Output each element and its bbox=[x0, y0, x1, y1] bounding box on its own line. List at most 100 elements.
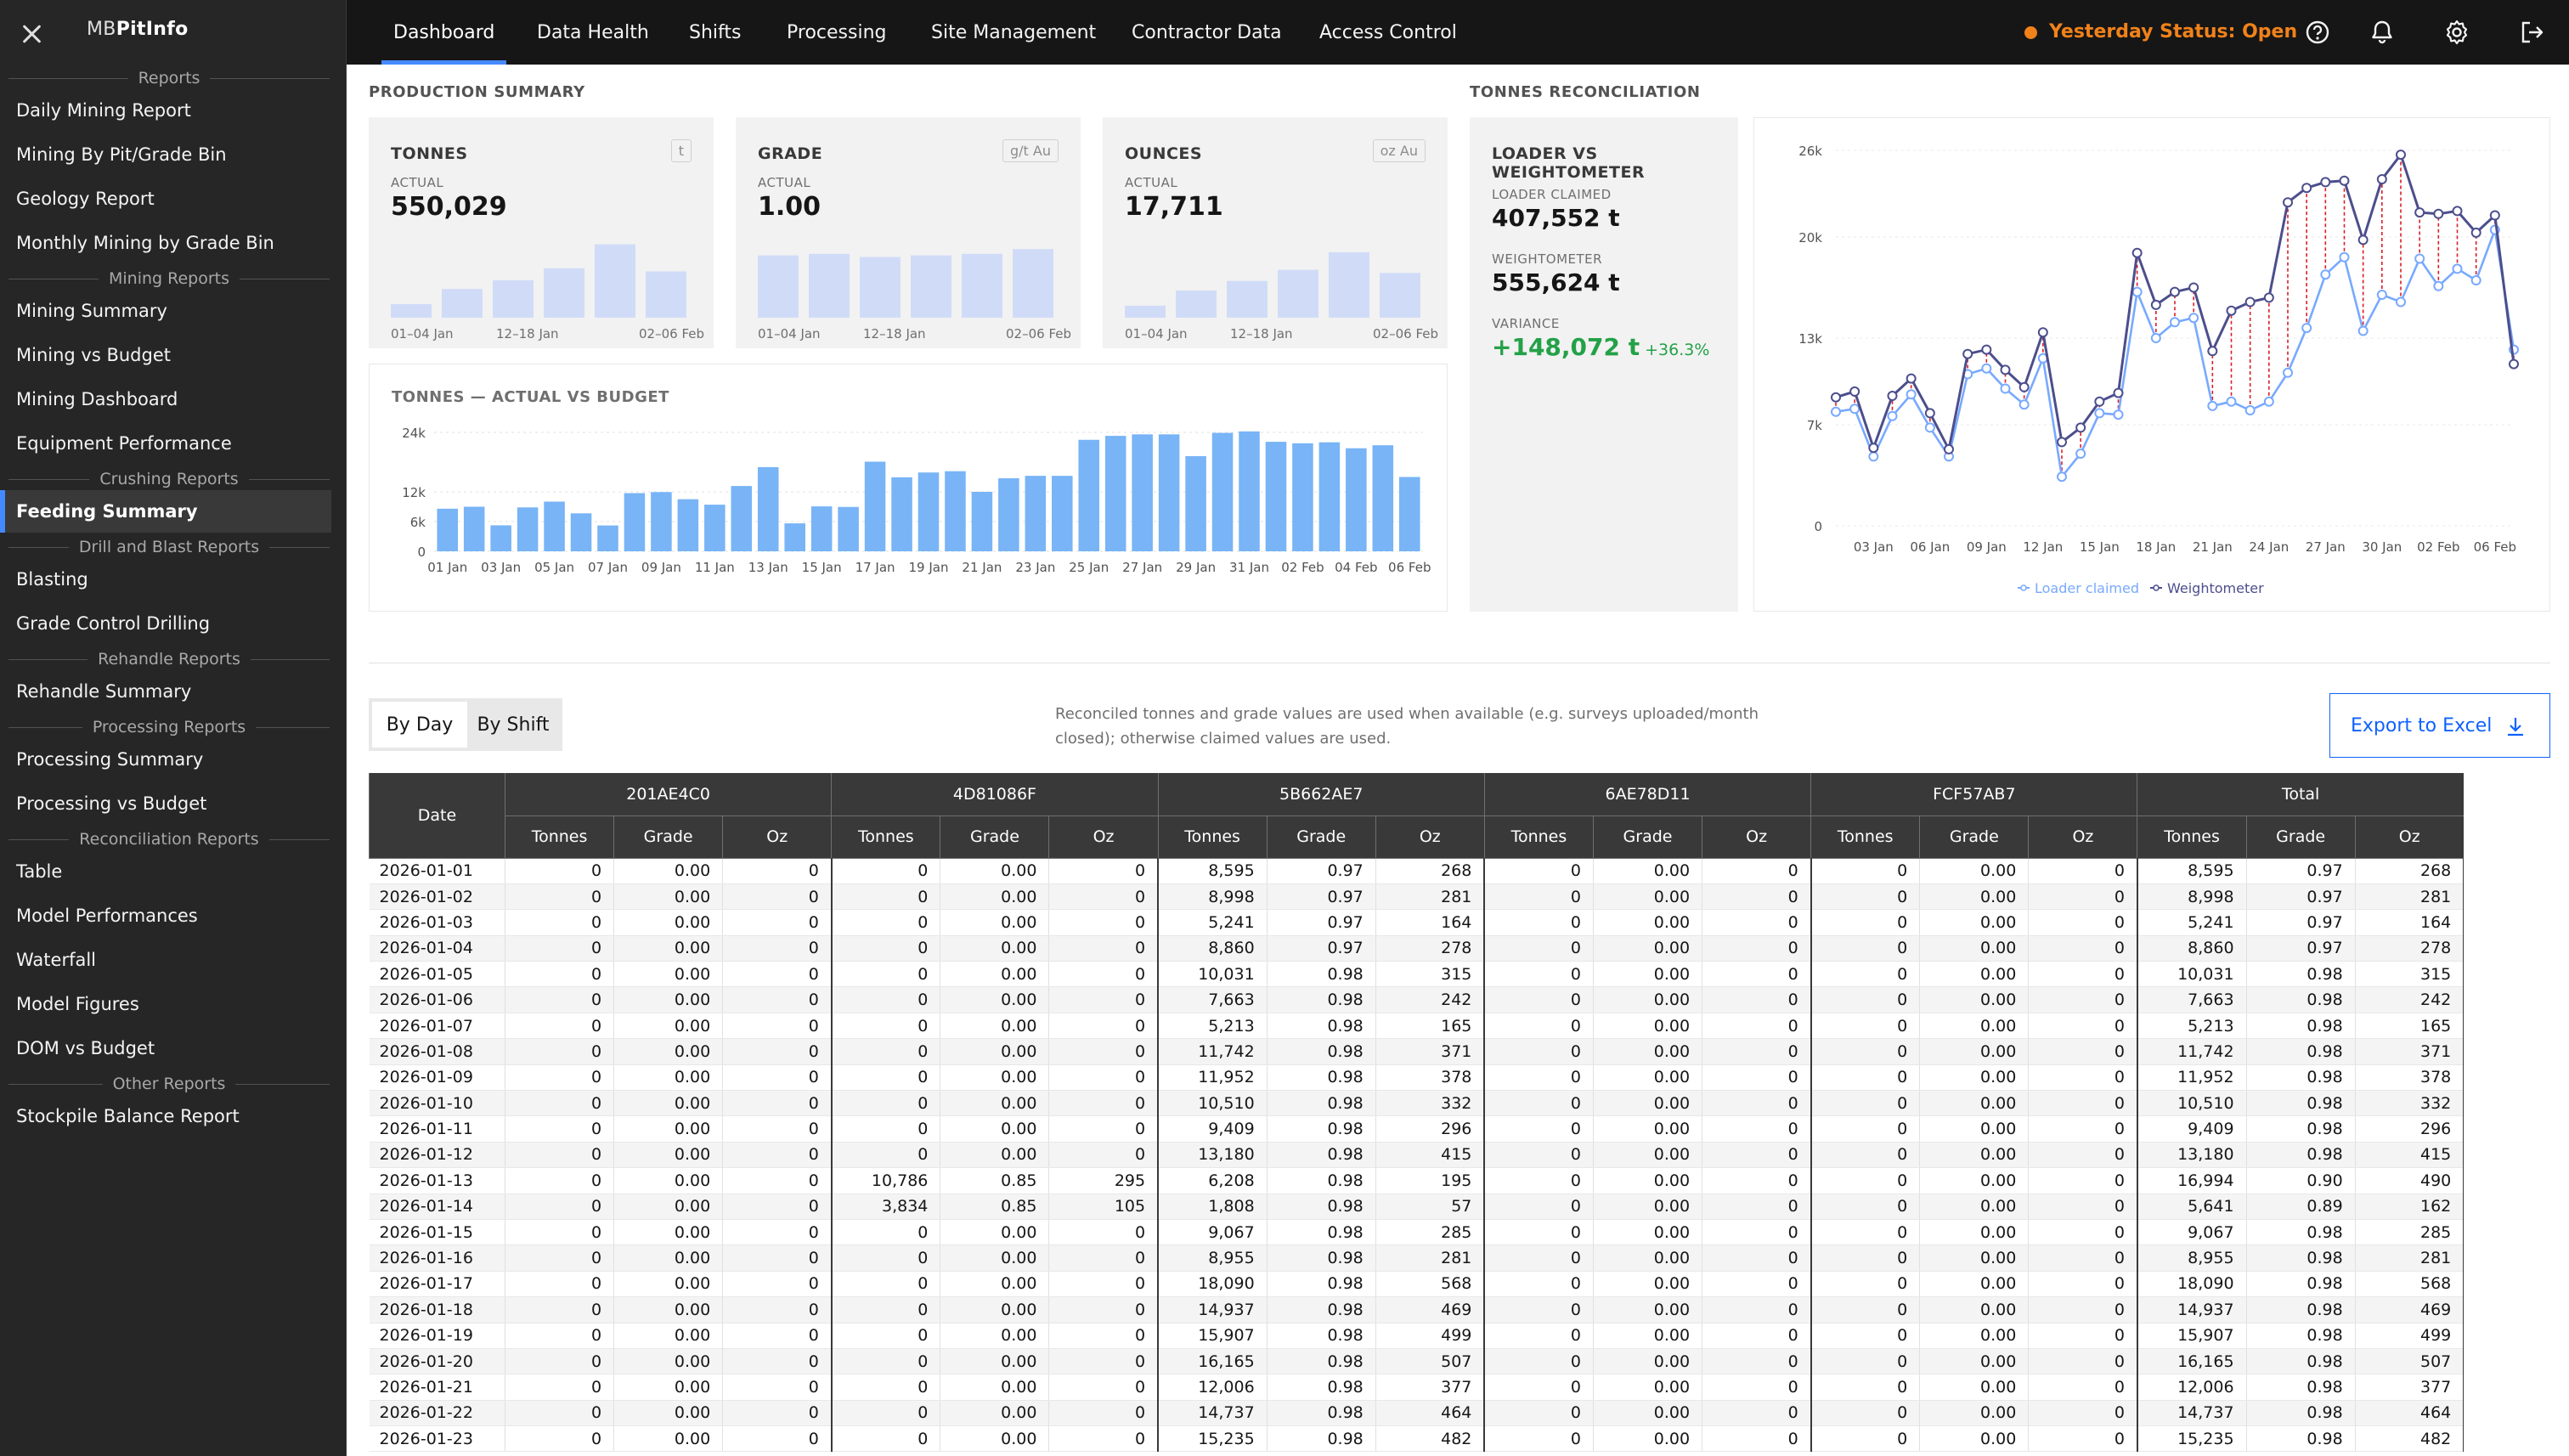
sidebar-section-heading: Reconciliation Reports bbox=[8, 827, 330, 851]
settings-gear-icon[interactable] bbox=[2442, 17, 2472, 48]
value-cell: 0 bbox=[1810, 1115, 1921, 1143]
value-cell: 0 bbox=[2028, 1323, 2138, 1349]
value-cell: 268 bbox=[1375, 858, 1486, 884]
value-cell: 0 bbox=[1048, 1400, 1160, 1427]
by-day-tab[interactable]: By Day bbox=[372, 702, 467, 748]
value-cell: 0 bbox=[722, 1167, 833, 1194]
kpi-axis-label: 02–06 Feb bbox=[1373, 326, 1438, 341]
sidebar-item-stockpile-balance-report[interactable]: Stockpile Balance Report bbox=[16, 1106, 240, 1126]
data-point bbox=[2094, 396, 2105, 407]
y-tick-label: 24k bbox=[402, 426, 426, 441]
data-point bbox=[2019, 399, 2030, 410]
feeding-table-container[interactable]: Date 201AE4C0 4D81086F 5B662AE7 6AE78D11 FCF5… bbox=[369, 773, 2464, 1456]
sidebar-item-feeding-summary[interactable]: Feeding Summary bbox=[0, 490, 331, 533]
date-cell: 2026-01-08 bbox=[369, 1038, 505, 1065]
kpi-mini-bar-chart bbox=[758, 249, 1053, 318]
sidebar-item-daily-mining-report[interactable]: Daily Mining Report bbox=[16, 100, 191, 121]
sidebar-item-processing-summary[interactable]: Processing Summary bbox=[16, 749, 204, 770]
value-cell: 0.98 bbox=[1267, 1115, 1376, 1143]
value-cell: 0 bbox=[1483, 1194, 1594, 1220]
sidebar-item-dom-vs-budget[interactable]: DOM vs Budget bbox=[16, 1038, 155, 1058]
sidebar-item-mining-by-pit-grade-bin[interactable]: Mining By Pit/Grade Bin bbox=[16, 144, 227, 165]
value-cell: 0 bbox=[722, 935, 833, 962]
table-row: 2026-01-10 0 0.00 0 0 0.00 0 10,510 0.98 332 0 0.00… bbox=[369, 1090, 2464, 1117]
sidebar-item-model-figures[interactable]: Model Figures bbox=[16, 994, 139, 1014]
tonnes-bar bbox=[1052, 476, 1073, 551]
value-cell: 0 bbox=[1048, 1271, 1160, 1298]
sidebar-item-mining-vs-budget[interactable]: Mining vs Budget bbox=[16, 345, 171, 365]
value-cell: 0 bbox=[722, 1142, 833, 1169]
value-cell: 0 bbox=[722, 1013, 833, 1040]
data-point bbox=[2244, 405, 2256, 415]
value-cell: 12,006 bbox=[2137, 1374, 2247, 1401]
sidebar-item-mining-dashboard[interactable]: Mining Dashboard bbox=[16, 389, 178, 409]
sidebar-item-processing-vs-budget[interactable]: Processing vs Budget bbox=[16, 793, 207, 814]
value-cell: 0.00 bbox=[613, 1296, 724, 1323]
sidebar-item-geology-report[interactable]: Geology Report bbox=[16, 189, 155, 209]
close-sidebar-icon[interactable] bbox=[19, 20, 46, 48]
tab-shifts[interactable]: Shifts bbox=[689, 21, 742, 43]
sidebar-item-monthly-mining-by-grade-bin[interactable]: Monthly Mining by Grade Bin bbox=[16, 233, 274, 253]
value-cell: 162 bbox=[2355, 1194, 2464, 1220]
value-cell: 0 bbox=[504, 1038, 615, 1065]
tonnes-bar bbox=[918, 472, 940, 551]
value-cell: 0 bbox=[1048, 1296, 1160, 1323]
value-cell: 0.00 bbox=[1919, 1348, 2030, 1375]
value-cell: 0.00 bbox=[613, 1167, 724, 1194]
value-cell: 0 bbox=[1702, 1425, 1812, 1453]
value-cell: 499 bbox=[2355, 1323, 2464, 1349]
sidebar-item-grade-control-drilling[interactable]: Grade Control Drilling bbox=[16, 613, 211, 634]
logout-icon[interactable] bbox=[2516, 17, 2547, 48]
data-point bbox=[1831, 406, 1841, 417]
value-cell: 0.00 bbox=[613, 1400, 724, 1427]
value-cell: 0 bbox=[1810, 1271, 1921, 1298]
sidebar-item-model-performances[interactable]: Model Performances bbox=[16, 906, 198, 926]
notification-bell-icon[interactable] bbox=[2367, 17, 2397, 48]
value-cell: 0 bbox=[831, 1013, 941, 1040]
tab-data-health[interactable]: Data Health bbox=[537, 21, 649, 43]
y-tick-label: 7k bbox=[1807, 418, 1823, 433]
sidebar-item-equipment-performance[interactable]: Equipment Performance bbox=[16, 433, 232, 454]
reconciliation-note: Reconciled tonnes and grade values are u… bbox=[1055, 705, 1759, 748]
value-cell: 0 bbox=[504, 1374, 615, 1401]
value-cell: 482 bbox=[2355, 1425, 2464, 1453]
value-cell: 0.00 bbox=[1919, 1400, 2030, 1427]
x-tick-label: 27 Jan bbox=[1122, 560, 1162, 575]
tab-site-management[interactable]: Site Management bbox=[931, 21, 1097, 43]
value-cell: 8,955 bbox=[2137, 1244, 2247, 1272]
value-cell: 10,031 bbox=[2137, 961, 2247, 988]
sidebar-item-waterfall[interactable]: Waterfall bbox=[16, 950, 97, 970]
tab-processing[interactable]: Processing bbox=[787, 21, 887, 43]
data-point bbox=[2188, 313, 2199, 324]
sidebar-item-table[interactable]: Table bbox=[16, 861, 63, 882]
x-tick-label: 06 Jan bbox=[1910, 539, 1950, 555]
date-cell: 2026-01-06 bbox=[369, 986, 505, 1013]
value-cell: 0 bbox=[2028, 961, 2138, 988]
x-tick-label: 21 Jan bbox=[2193, 539, 2233, 555]
export-to-excel-button[interactable]: Export to Excel bbox=[2329, 693, 2550, 758]
value-cell: 0.98 bbox=[2246, 1064, 2356, 1092]
kpi-mini-bar bbox=[1278, 269, 1318, 318]
value-cell: 13,180 bbox=[1157, 1142, 1268, 1169]
value-cell: 0.00 bbox=[613, 1425, 724, 1453]
value-cell: 0.97 bbox=[2246, 883, 2356, 911]
group-header: 201AE4C0 bbox=[504, 773, 833, 816]
value-cell: 332 bbox=[1375, 1090, 1486, 1117]
tonnes-bar bbox=[810, 506, 833, 551]
value-cell: 0.00 bbox=[613, 1374, 724, 1401]
value-cell: 0.00 bbox=[1593, 1244, 1703, 1272]
tab-contractor-data[interactable]: Contractor Data bbox=[1132, 21, 1282, 43]
sidebar-item-blasting[interactable]: Blasting bbox=[16, 569, 88, 590]
sidebar-item-mining-summary[interactable]: Mining Summary bbox=[16, 301, 167, 321]
value-cell: 0 bbox=[1810, 986, 1921, 1013]
by-shift-tab[interactable]: By Shift bbox=[477, 714, 550, 736]
value-cell: 0 bbox=[1048, 1142, 1160, 1169]
view-toggle: By Day By Shift bbox=[369, 698, 562, 751]
help-icon[interactable] bbox=[2302, 17, 2333, 48]
kpi-sublabel: ACTUAL bbox=[391, 175, 444, 190]
data-point bbox=[2057, 437, 2067, 448]
value-cell: 0 bbox=[2028, 858, 2138, 884]
tab-dashboard[interactable]: Dashboard bbox=[381, 0, 507, 65]
tab-access-control[interactable]: Access Control bbox=[1319, 21, 1457, 43]
sidebar-item-rehandle-summary[interactable]: Rehandle Summary bbox=[16, 681, 192, 702]
